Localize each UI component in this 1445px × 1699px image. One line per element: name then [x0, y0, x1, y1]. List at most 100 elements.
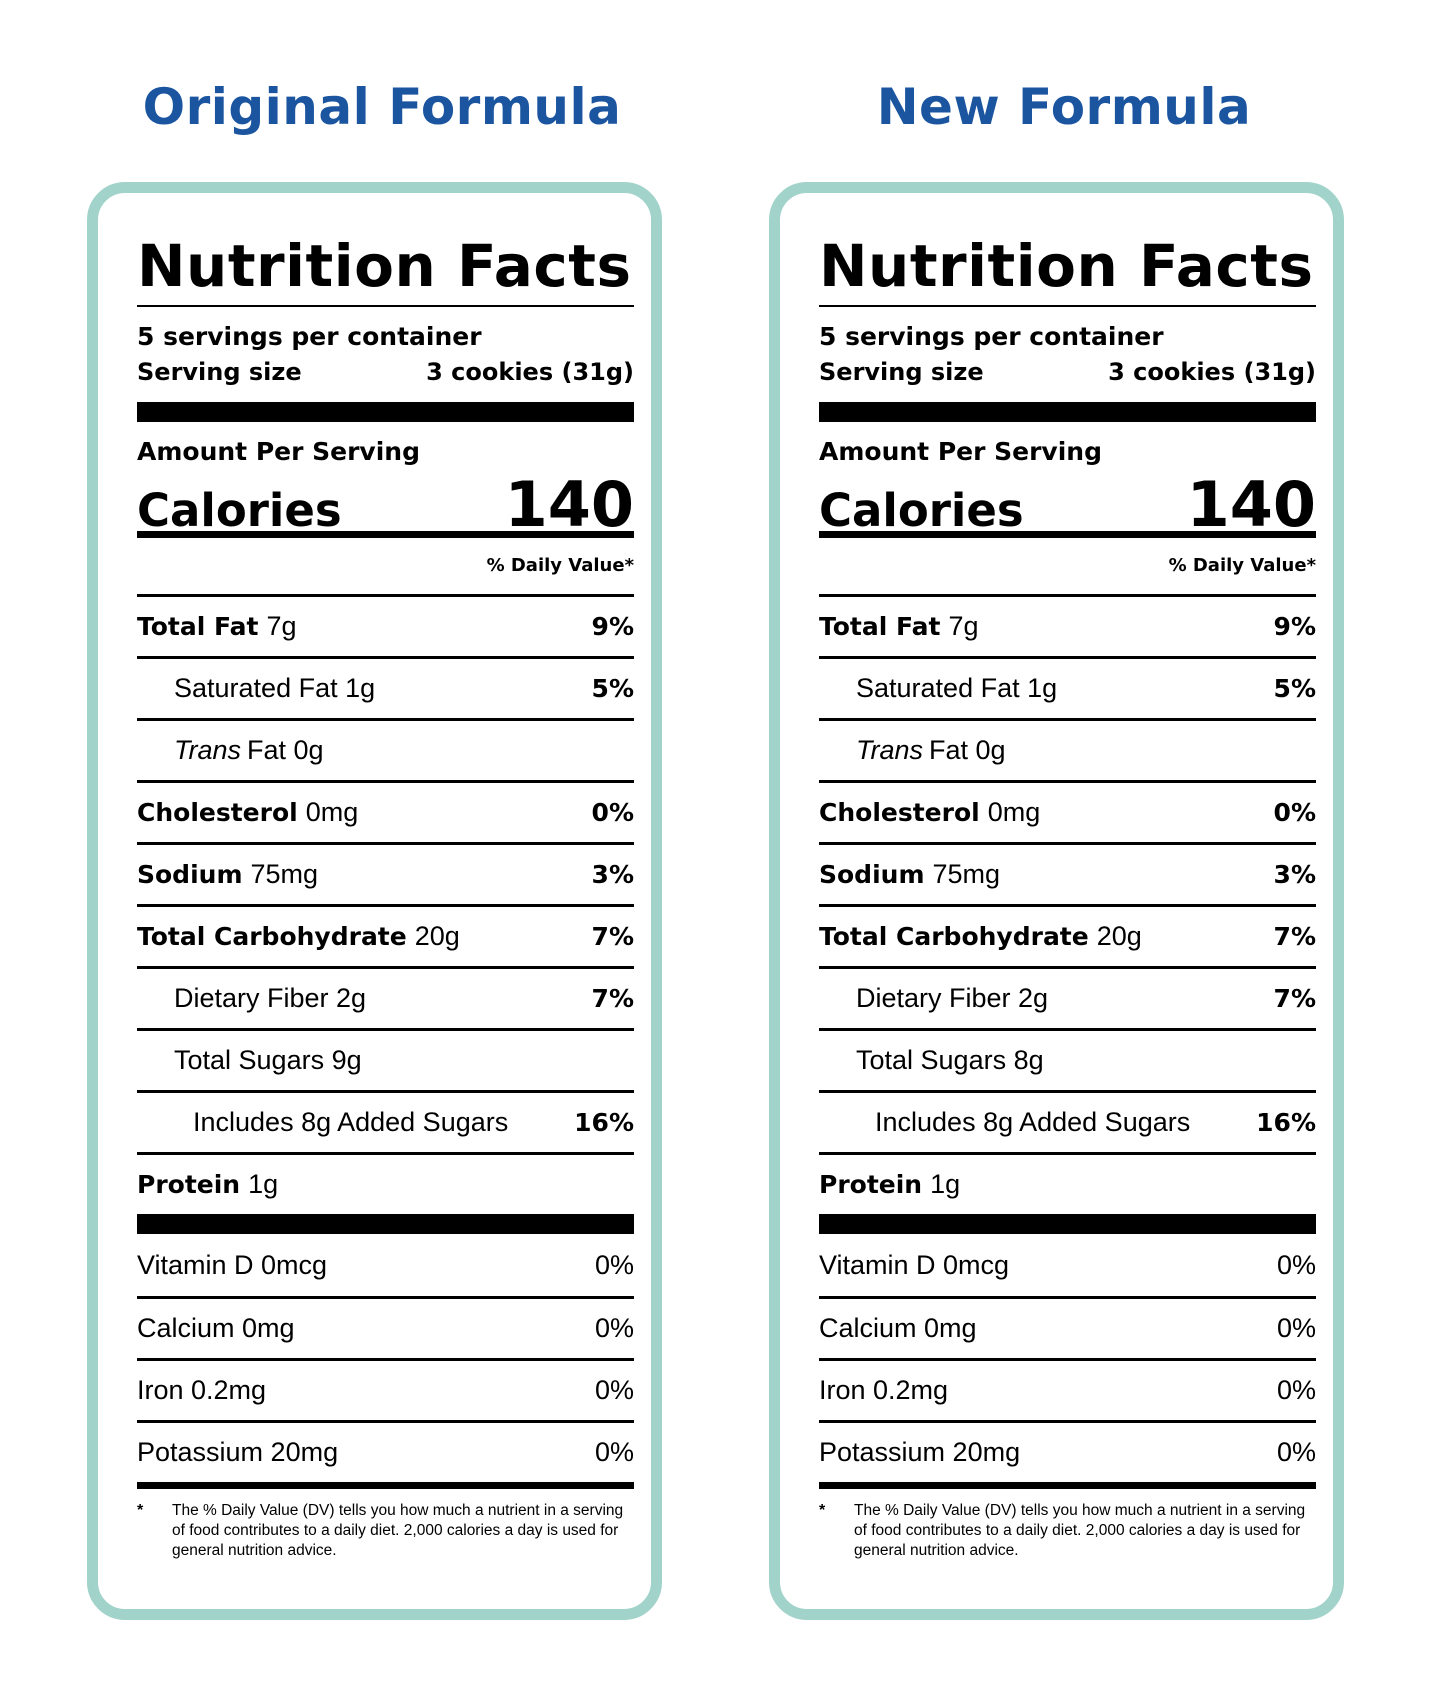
nutrient-row-dietary-fiber: Dietary Fiber 2g 7% [137, 966, 634, 1028]
nutrient-name: Protein [819, 1170, 923, 1199]
nutrition-panel-original: Nutrition Facts 5 servings per container… [87, 182, 662, 1620]
nutrient-name: Cholesterol [137, 798, 298, 827]
medium-divider [819, 1482, 1316, 1489]
nutrient-name: Total Carbohydrate [819, 922, 1089, 951]
amount-per-serving: Amount Per Serving [819, 437, 1102, 466]
vitamin-name: Calcium 0mg [819, 1313, 977, 1343]
nutrient-amount: 20g [414, 921, 460, 951]
nutrient-row-added-sugars: Includes 8g Added Sugars 16% [137, 1090, 634, 1152]
calories-row: Calories 140 [819, 468, 1316, 541]
nutrient-dv: 16% [574, 1108, 634, 1137]
nutrient-name: Total Fat [137, 612, 259, 641]
nutrient-name: Total Fat [819, 612, 941, 641]
nutrition-panel-new: Nutrition Facts 5 servings per container… [769, 182, 1344, 1620]
vitamin-dv: 0% [1276, 1249, 1316, 1280]
serving-size-row: Serving size 3 cookies (31g) [819, 353, 1316, 391]
nutrient-name: Includes 8g Added Sugars [875, 1107, 1191, 1137]
nutrient-row-trans-fat: Trans Fat 0g [819, 718, 1316, 780]
vitamin-dv: 0% [594, 1249, 634, 1280]
nutrition-label: Nutrition Facts 5 servings per container… [819, 219, 1316, 1561]
nutrient-row-total-sugars: Total Sugars 8g [819, 1028, 1316, 1090]
vitamin-row: Calcium 0mg 0% [137, 1296, 634, 1358]
nutrient-row-total-carbohydrate: Total Carbohydrate 20g 7% [137, 904, 634, 966]
nutrient-amount: 0mg [305, 797, 359, 827]
nutrient-name: Cholesterol [819, 798, 980, 827]
calories-value: 140 [1186, 468, 1316, 541]
nutrient-row-added-sugars: Includes 8g Added Sugars 16% [819, 1090, 1316, 1152]
nutrition-facts-title: Nutrition Facts [137, 232, 632, 300]
vitamin-row: Vitamin D 0mcg 0% [137, 1234, 634, 1296]
nutrient-name: Sodium [137, 860, 243, 889]
vitamin-dv: 0% [1276, 1313, 1316, 1343]
nutrient-dv: 9% [591, 612, 634, 641]
thick-divider [819, 402, 1316, 422]
footnote: * The % Daily Value (DV) tells you how m… [137, 1501, 634, 1561]
nutrient-amount: 20g [1096, 921, 1142, 951]
medium-divider [137, 531, 634, 538]
serving-size-row: Serving size 3 cookies (31g) [137, 353, 634, 391]
amount-per-serving: Amount Per Serving [137, 437, 420, 466]
footnote: * The % Daily Value (DV) tells you how m… [819, 1501, 1316, 1561]
nutrient-row-cholesterol: Cholesterol 0mg 0% [819, 780, 1316, 842]
nutrient-row-total-fat: Total Fat 7g 9% [819, 594, 1316, 656]
nutrient-dv: 7% [1273, 922, 1316, 951]
nutrient-name: Saturated Fat 1g [856, 673, 1058, 703]
nutrient-row-sodium: Sodium 75mg 3% [137, 842, 634, 904]
nutrient-row-total-sugars: Total Sugars 9g [137, 1028, 634, 1090]
vitamin-row: Calcium 0mg 0% [819, 1296, 1316, 1358]
nutrient-row-cholesterol: Cholesterol 0mg 0% [137, 780, 634, 842]
serving-size-value: 3 cookies (31g) [426, 358, 634, 386]
nutrient-row-total-fat: Total Fat 7g 9% [137, 594, 634, 656]
serving-size-label: Serving size [137, 358, 302, 386]
nutrient-row-saturated-fat: Saturated Fat 1g 5% [819, 656, 1316, 718]
nutrient-amount: 7g [266, 611, 297, 641]
thick-divider [819, 1214, 1316, 1234]
calories-label: Calories [819, 484, 1024, 537]
nutrient-amount: 75mg [250, 859, 319, 889]
medium-divider [137, 1482, 634, 1489]
nutrient-name: Total Carbohydrate [137, 922, 407, 951]
nutrient-row-protein: Protein 1g [819, 1152, 1316, 1214]
divider [137, 305, 634, 307]
nutrient-row-total-carbohydrate: Total Carbohydrate 20g 7% [819, 904, 1316, 966]
vitamin-name: Iron 0.2mg [137, 1375, 267, 1405]
nutrient-dv: 3% [1273, 860, 1316, 889]
calories-row: Calories 140 [137, 468, 634, 541]
nutrient-row-trans-fat: Trans Fat 0g [137, 718, 634, 780]
footnote-text: The % Daily Value (DV) tells you how muc… [854, 1502, 1306, 1559]
nutrient-dv: 16% [1256, 1108, 1316, 1137]
vitamin-row: Potassium 20mg 0% [819, 1420, 1316, 1482]
nutrient-dv: 5% [591, 674, 634, 703]
nutrient-name-italic: Trans [174, 735, 242, 765]
medium-divider [819, 531, 1316, 538]
vitamin-row: Iron 0.2mg 0% [819, 1358, 1316, 1420]
nutrient-name: Fat 0g [247, 735, 324, 765]
nutrient-amount: 1g [930, 1169, 961, 1199]
nutrient-name: Total Sugars 9g [174, 1045, 362, 1075]
nutrient-dv: 3% [591, 860, 634, 889]
thick-divider [137, 1214, 634, 1234]
daily-value-header: % Daily Value* [486, 555, 634, 576]
thick-divider [137, 402, 634, 422]
serving-size-value: 3 cookies (31g) [1108, 358, 1316, 386]
nutrient-dv: 7% [591, 984, 634, 1013]
nutrient-dv: 7% [1273, 984, 1316, 1013]
serving-size-label: Serving size [819, 358, 984, 386]
nutrient-dv: 0% [1273, 798, 1316, 827]
footnote-text: The % Daily Value (DV) tells you how muc… [172, 1502, 624, 1559]
nutrient-row-protein: Protein 1g [137, 1152, 634, 1214]
nutrition-facts-title: Nutrition Facts [819, 232, 1314, 300]
divider [819, 305, 1316, 307]
vitamin-dv: 0% [1276, 1437, 1316, 1467]
nutrient-name: Fat 0g [929, 735, 1006, 765]
vitamin-dv: 0% [594, 1375, 634, 1405]
daily-value-header: % Daily Value* [1168, 555, 1316, 576]
nutrient-dv: 7% [591, 922, 634, 951]
nutrient-name: Saturated Fat 1g [174, 673, 376, 703]
vitamin-name: Vitamin D 0mcg [137, 1249, 328, 1280]
vitamin-row: Iron 0.2mg 0% [137, 1358, 634, 1420]
vitamin-name: Vitamin D 0mcg [819, 1249, 1010, 1280]
calories-label: Calories [137, 484, 342, 537]
nutrient-row-saturated-fat: Saturated Fat 1g 5% [137, 656, 634, 718]
servings-per-container: 5 servings per container [819, 322, 1164, 351]
